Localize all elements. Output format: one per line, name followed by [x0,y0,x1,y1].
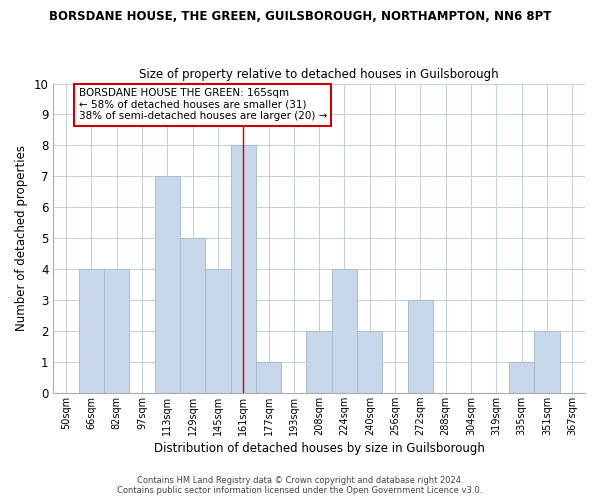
Title: Size of property relative to detached houses in Guilsborough: Size of property relative to detached ho… [139,68,499,81]
Bar [332,269,357,393]
Bar [205,269,230,393]
Bar [104,269,129,393]
Bar [509,362,535,393]
Text: Contains HM Land Registry data © Crown copyright and database right 2024.
Contai: Contains HM Land Registry data © Crown c… [118,476,482,495]
Bar [256,362,281,393]
Text: BORSDANE HOUSE, THE GREEN, GUILSBOROUGH, NORTHAMPTON, NN6 8PT: BORSDANE HOUSE, THE GREEN, GUILSBOROUGH,… [49,10,551,23]
Bar [79,269,104,393]
Bar [535,331,560,393]
Bar [307,331,332,393]
Bar [155,176,180,393]
Bar [408,300,433,393]
Bar [357,331,382,393]
Y-axis label: Number of detached properties: Number of detached properties [15,145,28,331]
Text: BORSDANE HOUSE THE GREEN: 165sqm
← 58% of detached houses are smaller (31)
38% o: BORSDANE HOUSE THE GREEN: 165sqm ← 58% o… [79,88,327,122]
Bar [230,146,256,393]
X-axis label: Distribution of detached houses by size in Guilsborough: Distribution of detached houses by size … [154,442,485,455]
Bar [180,238,205,393]
